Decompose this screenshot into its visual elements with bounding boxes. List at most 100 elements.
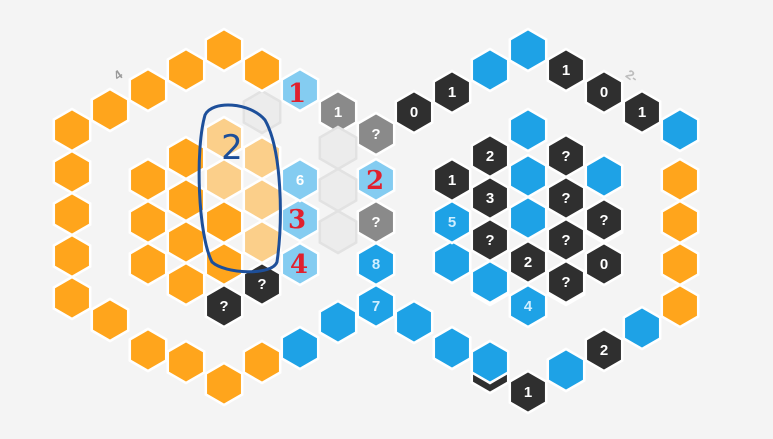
- hex-cell-o-sel-5[interactable]: [241, 177, 283, 223]
- hex-cell-b-mid-8[interactable]: 8: [355, 241, 397, 287]
- hex-cell-b-low-3[interactable]: [393, 299, 435, 345]
- blue-annotation-2: 2: [221, 128, 243, 168]
- hex-cell-r-d-q4[interactable]: ?: [469, 217, 511, 263]
- hex-cell-d-top-1b[interactable]: 1: [621, 89, 663, 135]
- hex-cell-o-top-3[interactable]: [127, 67, 169, 113]
- hex-cell-o-in-8[interactable]: [203, 241, 245, 287]
- hex-cell-r-b-7[interactable]: [469, 259, 511, 305]
- hex-cell-o-top-2[interactable]: [165, 47, 207, 93]
- hex-cell-o-left-3[interactable]: [51, 191, 93, 237]
- hex-cell-o-bot-1[interactable]: [165, 339, 207, 385]
- hex-shape: [546, 133, 586, 179]
- hex-cell-r-b-4b[interactable]: 4: [507, 283, 549, 329]
- hex-cell-o-right-3[interactable]: [659, 241, 701, 287]
- hex-cell-b-top-1[interactable]: [469, 47, 511, 93]
- hex-cell-o-left-5[interactable]: [51, 275, 93, 321]
- hex-cell-lb-1[interactable]: [279, 67, 321, 113]
- hex-cell-ghost-4[interactable]: [317, 209, 359, 255]
- hex-cell-o-in-1[interactable]: [127, 157, 169, 203]
- hex-cell-r-d-q3[interactable]: ?: [583, 197, 625, 243]
- hex-cell-o-bot-3[interactable]: [241, 339, 283, 385]
- hex-cell-d-left-q1[interactable]: ?: [203, 283, 245, 329]
- hex-cell-o-left-4[interactable]: [51, 233, 93, 279]
- hex-cell-b-mid-7[interactable]: 7: [355, 283, 397, 329]
- hex-cell-o-left-1[interactable]: [51, 107, 93, 153]
- hex-cell-d-mid-1[interactable]: 1: [431, 69, 473, 115]
- hex-shape: [356, 283, 396, 329]
- hex-cell-r-d-q5[interactable]: ?: [545, 217, 587, 263]
- hex-cell-o-sel-6[interactable]: [241, 219, 283, 265]
- hex-shape: [508, 27, 548, 73]
- hex-cell-o-in-3[interactable]: [165, 177, 207, 223]
- hex-shape: [546, 47, 586, 93]
- red-annotation-2: 2: [365, 166, 385, 196]
- hex-shape: [508, 195, 548, 241]
- hex-cell-o-top-1[interactable]: [203, 27, 245, 73]
- hex-cell-o-sel-4[interactable]: [241, 135, 283, 181]
- hex-shape: [318, 299, 358, 345]
- hex-cell-b-right-3[interactable]: [545, 347, 587, 393]
- hex-cell-b-right-1[interactable]: [659, 107, 701, 153]
- hex-cell-r-d-q7[interactable]: ?: [545, 259, 587, 305]
- hex-cell-r-b-4[interactable]: [507, 195, 549, 241]
- hex-cell-g-q2[interactable]: ?: [355, 199, 397, 245]
- hex-cell-lb-6[interactable]: 6: [279, 157, 321, 203]
- hex-cell-r-b-1[interactable]: [507, 107, 549, 153]
- hex-cell-o-left-7[interactable]: [127, 327, 169, 373]
- hex-cell-b-low-5[interactable]: [469, 339, 511, 385]
- hex-cell-o-top-5[interactable]: [241, 47, 283, 93]
- hex-shape: [318, 209, 358, 255]
- hex-shape: [242, 219, 282, 265]
- hex-shape: [90, 297, 130, 343]
- hex-cell-r-d-3[interactable]: 3: [469, 175, 511, 221]
- hex-cell-r-d-2[interactable]: 2: [469, 133, 511, 179]
- hex-cell-o-in-2[interactable]: [165, 135, 207, 181]
- hex-shape: [90, 87, 130, 133]
- hex-cell-d-top-1[interactable]: 1: [545, 47, 587, 93]
- hex-cell-o-right-2[interactable]: [659, 199, 701, 245]
- hex-cell-o-right-1[interactable]: [659, 157, 701, 203]
- column-hint-right: 2-: [622, 66, 642, 86]
- hex-cell-b-top-2[interactable]: [507, 27, 549, 73]
- hex-cell-r-d-2b[interactable]: 2: [507, 239, 549, 285]
- hex-cell-b-low-2[interactable]: [279, 325, 321, 371]
- column-hint-left: 4: [110, 66, 126, 84]
- hex-shape: [166, 47, 206, 93]
- hex-cell-d-bot-2[interactable]: 2: [583, 327, 625, 373]
- hex-cell-ghost-1[interactable]: [241, 89, 283, 135]
- hex-cell-b-right-2[interactable]: [621, 305, 663, 351]
- hex-cell-r-d-q1[interactable]: ?: [545, 133, 587, 179]
- hex-cell-r-d-0[interactable]: 0: [583, 241, 625, 287]
- hex-cell-o-left-2[interactable]: [51, 149, 93, 195]
- hex-cell-o-in-6[interactable]: [165, 219, 207, 265]
- hex-cell-b-low-1[interactable]: [317, 299, 359, 345]
- hex-shape: [204, 283, 244, 329]
- hex-cell-r-b-3[interactable]: [583, 153, 625, 199]
- hex-cell-o-in-4[interactable]: [127, 199, 169, 245]
- hex-cell-r-d-q2[interactable]: ?: [545, 175, 587, 221]
- hex-shape: [242, 89, 282, 135]
- hex-cell-o-left-6[interactable]: [89, 297, 131, 343]
- hex-cell-d-top-0[interactable]: 0: [583, 69, 625, 115]
- hex-cell-r-b-5[interactable]: 5: [431, 199, 473, 245]
- hex-cell-o-in-9[interactable]: [203, 199, 245, 245]
- hex-cell-ghost-3[interactable]: [317, 167, 359, 213]
- hex-shape: [356, 111, 396, 157]
- hex-cell-d-bot-1[interactable]: 1: [507, 369, 549, 415]
- hex-cell-d-mid-0[interactable]: 0: [393, 89, 435, 135]
- hex-cell-o-right-4[interactable]: [659, 283, 701, 329]
- hex-cell-o-in-5[interactable]: [127, 241, 169, 287]
- hex-cell-r-d-1[interactable]: 1: [431, 157, 473, 203]
- hex-cell-o-top-4[interactable]: [89, 87, 131, 133]
- hex-cell-o-bot-2[interactable]: [203, 361, 245, 407]
- hex-cell-d-left-q2[interactable]: ?: [241, 261, 283, 307]
- hex-cell-g-q1[interactable]: ?: [355, 111, 397, 157]
- hex-cell-r-b-6[interactable]: [431, 239, 473, 285]
- hex-cell-o-in-7[interactable]: [165, 261, 207, 307]
- hex-shape: [584, 241, 624, 287]
- hex-shape: [546, 347, 586, 393]
- hex-cell-ghost-2[interactable]: [317, 125, 359, 171]
- hex-cell-b-low-4[interactable]: [431, 325, 473, 371]
- hex-cell-r-b-2[interactable]: [507, 153, 549, 199]
- hex-shape: [318, 125, 358, 171]
